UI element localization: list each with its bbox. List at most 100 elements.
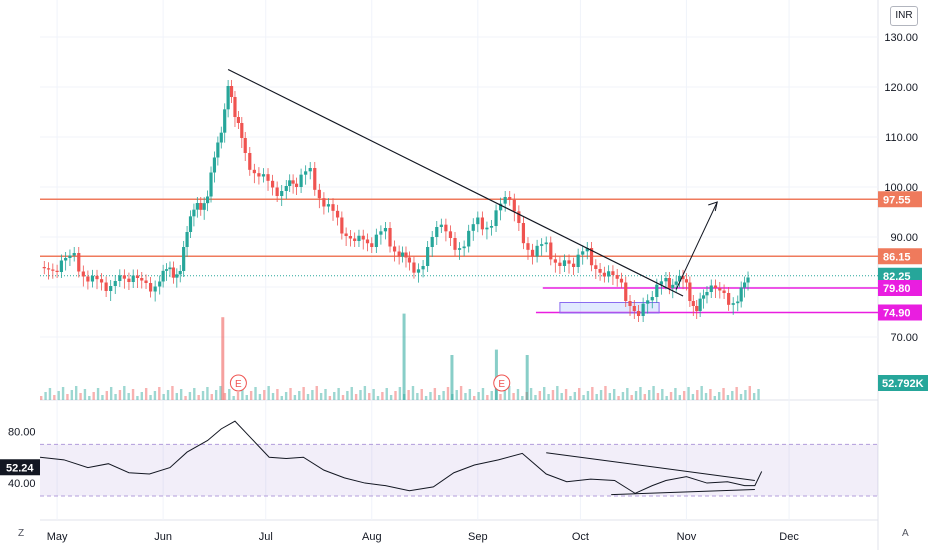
candle-body (598, 269, 602, 273)
candle-body (331, 204, 335, 211)
rsi-line (39, 420, 763, 494)
volume-bar (630, 395, 633, 400)
candle-body (340, 217, 344, 234)
volume-bar (83, 389, 87, 400)
candle-body (99, 279, 104, 283)
volume-bar (560, 393, 563, 400)
currency-label[interactable]: INR (890, 6, 918, 26)
candle-body (153, 286, 157, 292)
candle-body (383, 228, 388, 232)
candle-body (299, 174, 303, 187)
candle-body (374, 234, 378, 247)
candle-body (404, 252, 408, 258)
candle-body (304, 171, 308, 175)
auto-scale-toggle[interactable]: A (902, 528, 909, 539)
candle-body (667, 278, 671, 289)
candle-body (695, 306, 699, 311)
rsi-band (40, 444, 878, 496)
candle-body (270, 180, 275, 188)
candle-body (517, 211, 521, 223)
candle-body (86, 276, 90, 282)
candle-body (182, 247, 186, 271)
volume-bar (140, 392, 144, 400)
volume-bar (726, 395, 730, 400)
volume-bar (88, 396, 91, 400)
candle-body (636, 311, 641, 316)
candle-body (388, 228, 392, 247)
volume-bar (263, 390, 266, 400)
price-tag (878, 191, 922, 208)
volume-bar-highlight (402, 313, 406, 400)
volume-bar (354, 394, 358, 400)
volume-bar (464, 393, 467, 400)
volume-bar (521, 396, 524, 400)
volume-bar (674, 388, 677, 400)
candle-body (322, 198, 326, 207)
volume-bar (219, 386, 222, 400)
candle-body (691, 301, 695, 306)
volume-bar (398, 387, 402, 400)
volume-bar (57, 391, 60, 400)
candle-body (512, 199, 516, 212)
candle-body (457, 248, 462, 250)
volume-bar (109, 387, 113, 400)
volume-bar (512, 393, 515, 400)
candle-body (178, 271, 182, 275)
candle-body (632, 306, 636, 311)
candle-body (317, 189, 321, 199)
candle-body (379, 231, 383, 235)
volume-bar (508, 386, 511, 400)
candle-body (365, 239, 370, 244)
candle-body (219, 132, 223, 143)
volume-bar (162, 394, 165, 400)
volume-bar (634, 391, 638, 400)
candle-body (326, 204, 331, 207)
volume-bar (236, 392, 240, 400)
candle-body (158, 281, 162, 287)
volume-bar (302, 387, 305, 400)
volume-bar (652, 386, 655, 400)
volume-bar (739, 394, 743, 400)
volume-bar (577, 388, 581, 400)
rsi-trendline (611, 489, 755, 496)
price-tag (878, 267, 922, 284)
volume-bar (591, 387, 594, 400)
volume-bar (315, 386, 318, 400)
rsi-tick-label: 80.00 (8, 426, 36, 438)
volume-bar-highlight (450, 355, 454, 400)
volume-bar (446, 387, 450, 400)
volume-bar (96, 388, 100, 400)
volume-bar (700, 386, 703, 400)
candle-body (148, 283, 153, 292)
volume-bar (337, 388, 340, 400)
volume-bar (582, 395, 585, 400)
volume-bar (153, 391, 157, 400)
candle-body (407, 257, 412, 263)
candle-body (226, 86, 230, 110)
candle-body (192, 209, 196, 217)
volume-bar (66, 394, 69, 400)
candle-body (168, 267, 172, 270)
candle-body (59, 260, 63, 272)
volume-bar (647, 390, 651, 400)
log-scale-toggle[interactable]: Z (18, 528, 25, 539)
candle-body (746, 277, 750, 283)
candle-body (521, 223, 526, 244)
volume-bar (368, 393, 371, 400)
volume-bar (289, 388, 292, 400)
volume-bar (612, 389, 616, 400)
candle-body (628, 301, 632, 306)
candle-body (243, 138, 247, 153)
candle-body (275, 187, 279, 196)
candle-body (313, 168, 317, 190)
price-tick-label: 100.00 (884, 182, 918, 194)
candle-body (448, 231, 453, 238)
candle-body (400, 252, 405, 257)
candle-body (426, 247, 430, 266)
candle-body (581, 251, 585, 255)
volume-bar (79, 393, 82, 400)
candle-body (558, 262, 562, 266)
candle-body (140, 278, 144, 281)
volume-bar (687, 387, 690, 400)
